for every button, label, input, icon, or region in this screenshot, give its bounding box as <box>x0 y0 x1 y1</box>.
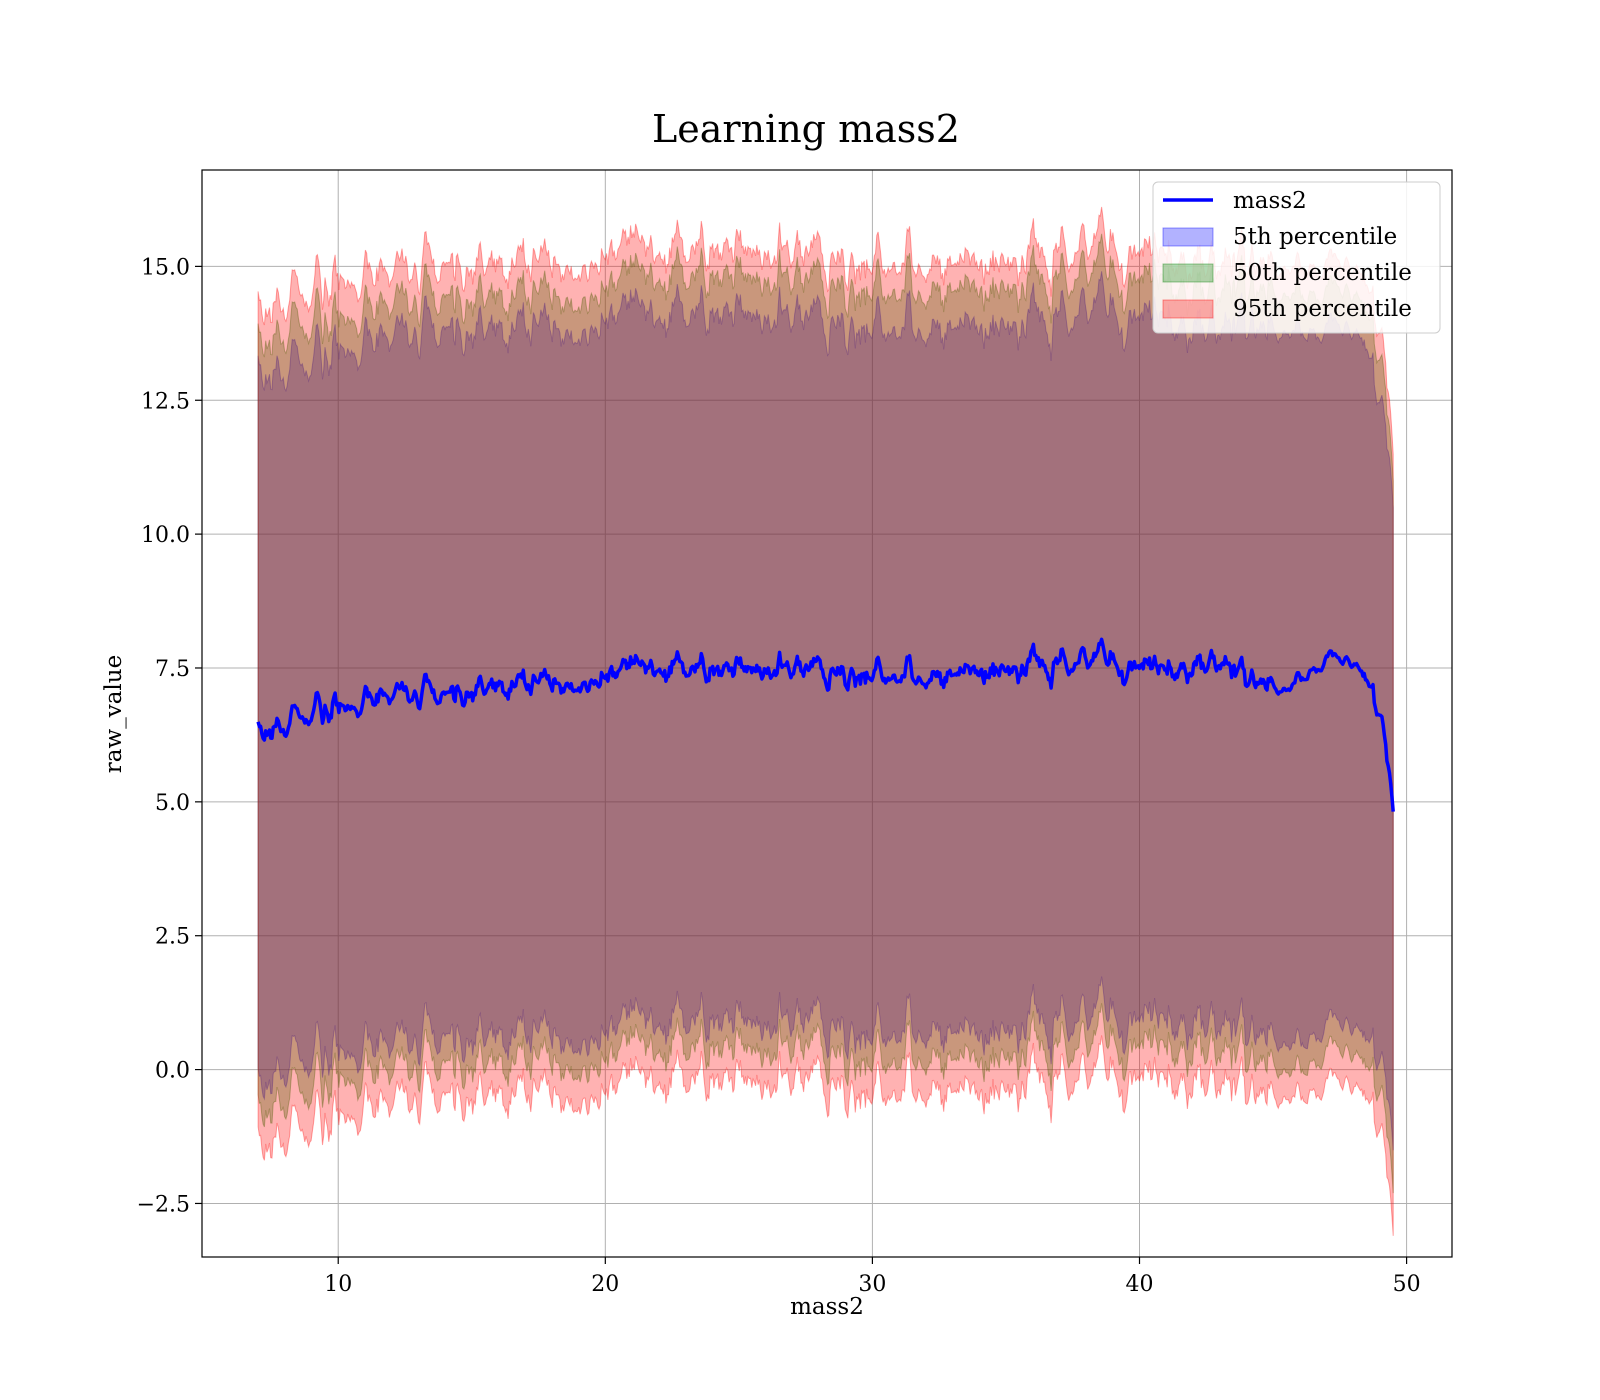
plot-area <box>201 169 1453 1258</box>
plot-frame <box>201 169 1453 1258</box>
legend-swatch-95th <box>1162 299 1214 319</box>
grid-lines <box>202 170 1452 1257</box>
y-tick-label: 0.0 <box>155 1059 190 1084</box>
percentile-bands <box>257 206 1394 1236</box>
legend-label-mass2: mass2 <box>1233 188 1307 214</box>
legend: mass2 5th percentile 50th percentile 95t… <box>1152 181 1441 334</box>
legend-swatch-5th <box>1162 227 1214 247</box>
band-5th-percentile <box>257 271 1394 1151</box>
y-tick-label: −2.5 <box>137 1192 190 1217</box>
legend-label-50th: 50th percentile <box>1233 260 1412 286</box>
y-tick-label: 12.5 <box>141 389 190 414</box>
x-tick-label: 50 <box>1393 1272 1421 1297</box>
y-tick-label: 5.0 <box>155 791 190 816</box>
mass2-line <box>256 637 1395 812</box>
legend-swatch-50th <box>1162 263 1214 283</box>
y-tick-label: 15.0 <box>141 255 190 280</box>
x-axis-ticks: 10 20 30 40 50 <box>324 1257 1421 1297</box>
band-95th-percentile <box>257 206 1394 1236</box>
y-tick-label: 10.0 <box>141 523 190 548</box>
x-tick-label: 10 <box>324 1272 352 1297</box>
x-tick-label: 40 <box>1126 1272 1154 1297</box>
x-axis-label: mass2 <box>790 1294 864 1320</box>
chart-title: Learning mass2 <box>652 107 960 151</box>
legend-label-5th: 5th percentile <box>1233 224 1397 250</box>
band-50th-percentile <box>257 233 1394 1194</box>
x-tick-label: 20 <box>591 1272 619 1297</box>
y-tick-label: 7.5 <box>155 657 190 682</box>
plot-background <box>202 170 1452 1257</box>
legend-box <box>1152 181 1441 334</box>
legend-label-95th: 95th percentile <box>1233 296 1412 322</box>
y-axis-ticks: −2.5 0.0 2.5 5.0 7.5 10.0 12.5 15.0 <box>137 255 202 1217</box>
y-axis-label: raw_value <box>101 655 127 773</box>
series-lines <box>256 637 1395 812</box>
x-tick-label: 30 <box>858 1272 886 1297</box>
y-tick-label: 2.5 <box>155 925 190 950</box>
